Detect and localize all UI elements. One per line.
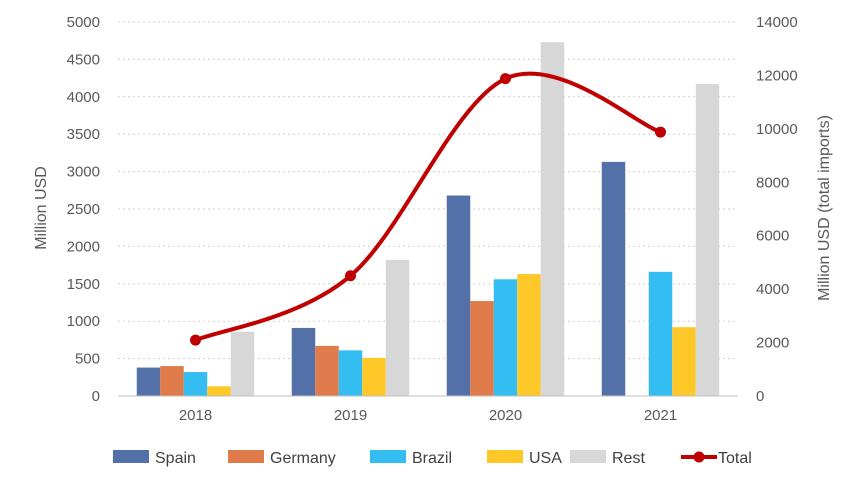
y2-tick-label: 0	[756, 388, 764, 405]
y-tick-label: 4500	[67, 51, 100, 68]
legend-label-total: Total	[718, 450, 752, 467]
bar-brazil-2019	[338, 350, 363, 396]
x-tick-label: 2021	[644, 407, 677, 424]
y2-tick-label: 12000	[756, 67, 798, 84]
bars	[136, 42, 720, 397]
y-tick-label: 500	[75, 351, 100, 368]
x-tick-label: 2019	[334, 407, 367, 424]
total-point-2018	[190, 334, 201, 346]
y-tick-label: 5000	[67, 14, 100, 31]
bar-rest-2021	[695, 84, 720, 397]
y-tick-label: 3000	[67, 164, 100, 181]
y2-tick-label: 14000	[756, 14, 798, 31]
bar-spain-2020	[446, 195, 471, 396]
x-tick-label: 2020	[489, 407, 522, 424]
bar-rest-2020	[540, 42, 565, 397]
y2-tick-label: 2000	[756, 335, 789, 352]
y2-tick-label: 6000	[756, 228, 789, 245]
legend: Spain Germany Brazil USA Rest Total	[113, 450, 752, 467]
y-tick-label: 1000	[67, 313, 100, 330]
legend-swatch-rest	[570, 450, 606, 463]
bar-usa-2020	[517, 274, 541, 396]
y-tick-label: 2500	[67, 201, 100, 218]
y2-tick-label: 8000	[756, 174, 789, 191]
bar-rest-2019	[385, 259, 410, 396]
total-point-2020	[500, 73, 511, 85]
y-axis-label: Million USD	[33, 166, 50, 250]
grid-lines	[118, 21, 738, 360]
total-line-layer	[190, 71, 666, 346]
legend-swatch-germany	[228, 450, 264, 463]
y-tick-label: 0	[92, 388, 100, 405]
bar-usa-2018	[207, 386, 231, 396]
bar-brazil-2020	[493, 279, 518, 396]
bar-brazil-2021	[648, 271, 673, 396]
legend-swatch-brazil	[370, 450, 406, 463]
bar-usa-2021	[672, 327, 696, 396]
bar-rest-2018	[230, 331, 255, 396]
legend-label-brazil: Brazil	[412, 450, 452, 467]
x-tick-label: 2018	[179, 407, 212, 424]
legend-label-spain: Spain	[155, 450, 196, 467]
legend-swatch-spain	[113, 450, 149, 463]
y-tick-label: 3500	[67, 126, 100, 143]
legend-label-usa: USA	[529, 450, 562, 467]
legend-label-rest: Rest	[612, 450, 645, 467]
bar-germany-2018	[160, 366, 184, 396]
y2-tick-label: 4000	[756, 281, 789, 298]
legend-label-germany: Germany	[270, 450, 336, 467]
total-point-2019	[345, 270, 356, 282]
total-point-2021	[655, 126, 666, 138]
axes: 0 500 1000 1500 2000 2500 3000 3500 4000 4500 5000…	[67, 14, 798, 424]
bar-usa-2019	[362, 357, 386, 396]
total-line	[193, 71, 663, 343]
bar-spain-2021	[601, 161, 626, 396]
bar-germany-2020	[470, 301, 494, 396]
bar-spain-2019	[291, 327, 316, 396]
y-tick-label: 1500	[67, 276, 100, 293]
legend-swatch-total-marker	[693, 451, 705, 463]
bar-spain-2018	[136, 367, 161, 396]
bar-germany-2019	[315, 345, 339, 396]
bar-brazil-2018	[183, 372, 208, 396]
y2-tick-label: 10000	[756, 121, 798, 138]
y-tick-label: 4000	[67, 89, 100, 106]
legend-swatch-usa	[487, 450, 523, 463]
y-tick-label: 2000	[67, 238, 100, 255]
y2-axis-label: Million USD (total imports)	[816, 115, 833, 301]
